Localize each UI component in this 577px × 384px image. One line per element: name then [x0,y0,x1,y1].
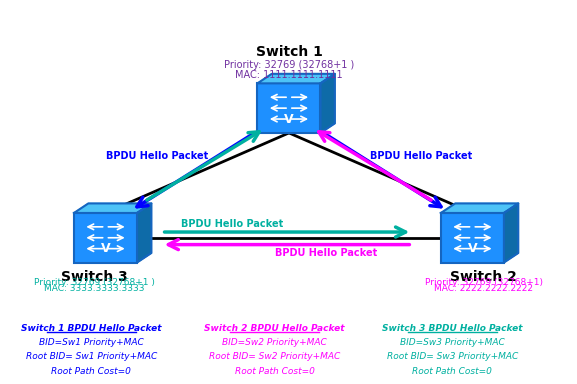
Polygon shape [137,204,151,263]
FancyBboxPatch shape [257,83,320,133]
Text: Switch 1 BPDU Hello Packet: Switch 1 BPDU Hello Packet [21,324,162,333]
Text: Switch 2: Switch 2 [451,270,518,284]
Text: MAC: 3333.3333.3333: MAC: 3333.3333.3333 [44,284,144,293]
Text: Root Path Cost=0: Root Path Cost=0 [235,367,314,376]
Text: V: V [467,242,477,255]
Text: Root BID= Sw3 Priority+MAC: Root BID= Sw3 Priority+MAC [387,353,518,361]
Text: Priority: 32769 (32768+1 ): Priority: 32769 (32768+1 ) [33,278,155,287]
Polygon shape [504,204,518,263]
Text: Switch 2 BPDU Hello Packet: Switch 2 BPDU Hello Packet [204,324,345,333]
Text: MAC: 2222.2222.2222: MAC: 2222.2222.2222 [434,284,533,293]
Text: BPDU Hello Packet: BPDU Hello Packet [181,219,283,229]
Text: V: V [101,242,110,255]
Text: Priority: 32769 (32768+1): Priority: 32769 (32768+1) [425,278,543,287]
Text: Root Path Cost=0: Root Path Cost=0 [51,367,131,376]
Text: BPDU Hello Packet: BPDU Hello Packet [106,151,208,161]
Polygon shape [320,74,335,133]
Text: Switch 1: Switch 1 [256,45,323,59]
Text: MAC: 1111.1111.1111: MAC: 1111.1111.1111 [235,70,343,79]
Text: BPDU Hello Packet: BPDU Hello Packet [275,248,377,258]
FancyBboxPatch shape [74,213,137,263]
Text: Priority: 32769 (32768+1 ): Priority: 32769 (32768+1 ) [224,60,354,70]
Text: V: V [284,113,294,126]
Text: Root Path Cost=0: Root Path Cost=0 [413,367,492,376]
FancyBboxPatch shape [441,213,504,263]
Text: Root BID= Sw2 Priority+MAC: Root BID= Sw2 Priority+MAC [209,353,340,361]
Text: BPDU Hello Packet: BPDU Hello Packet [370,151,472,161]
Text: Root BID= Sw1 Priority+MAC: Root BID= Sw1 Priority+MAC [25,353,157,361]
Polygon shape [74,204,151,213]
Polygon shape [441,204,518,213]
Text: Switch 3 BPDU Hello Packet: Switch 3 BPDU Hello Packet [382,324,523,333]
Polygon shape [257,74,335,83]
Text: BID=Sw3 Priority+MAC: BID=Sw3 Priority+MAC [400,338,505,347]
Text: Switch 3: Switch 3 [61,270,128,284]
Text: BID=Sw2 Priority+MAC: BID=Sw2 Priority+MAC [222,338,327,347]
Text: BID=Sw1 Priority+MAC: BID=Sw1 Priority+MAC [39,338,144,347]
